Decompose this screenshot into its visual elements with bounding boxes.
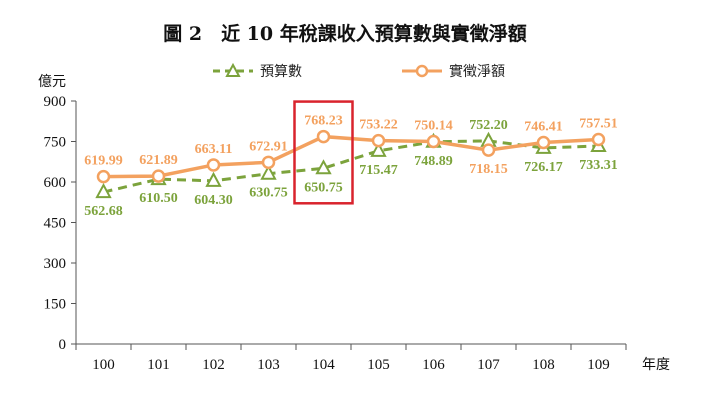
actual-data-label: 753.22 <box>359 118 398 133</box>
x-tick-label: 102 <box>202 357 225 373</box>
x-tick-label: 109 <box>587 357 610 373</box>
series-layer <box>95 129 607 199</box>
x-tick-label: 104 <box>312 357 335 373</box>
x-axis-ticks: 100 101 102 103 104 105 106 107 108 109 <box>75 344 627 373</box>
y-tick-label: 0 <box>59 337 67 353</box>
actual-data-label: 621.89 <box>139 153 178 168</box>
actual-data-label: 746.41 <box>524 119 563 134</box>
actual-data-label: 768.23 <box>304 114 343 129</box>
y-tick-label: 300 <box>44 256 67 272</box>
actual-data-label: 750.14 <box>414 118 453 133</box>
chart-title: 圖 2 近 10 年稅課收入預算數與實徵淨額 <box>163 22 527 45</box>
actual-data-label: 672.91 <box>249 139 288 154</box>
actual-point-marker <box>96 169 111 184</box>
budget-data-label: 650.75 <box>304 180 343 195</box>
legend-budget-triangle-icon <box>225 62 241 77</box>
y-axis-ticks: 0 150 300 450 600 750 900 <box>44 94 76 353</box>
actual-data-label: 619.99 <box>84 154 123 169</box>
budget-point-marker <box>370 141 387 157</box>
budget-data-label: 715.47 <box>359 163 398 178</box>
actual-point-marker <box>536 135 551 150</box>
actual-point-marker <box>206 158 221 172</box>
actual-point-marker <box>151 169 166 183</box>
actual-point-marker <box>481 143 496 157</box>
x-axis-unit: 年度 <box>642 357 670 373</box>
data-labels: 562.68 619.99 610.50 621.89 604.30 663.11 630.… <box>84 114 618 219</box>
y-tick-label: 450 <box>44 216 67 232</box>
x-tick-label: 106 <box>422 357 445 373</box>
highlight-box-104 <box>293 100 354 205</box>
x-tick-label: 108 <box>532 357 555 373</box>
y-tick-label: 750 <box>44 135 67 151</box>
legend-actual-circle-icon <box>415 64 429 78</box>
actual-data-label: 663.11 <box>195 142 233 157</box>
budget-data-label: 726.17 <box>524 160 563 175</box>
y-axis-unit: 億元 <box>38 74 66 90</box>
budget-point-marker <box>315 159 332 175</box>
x-tick-label: 107 <box>477 357 500 373</box>
legend-actual-label: 實徵淨額 <box>449 63 505 80</box>
x-tick-label: 105 <box>367 357 390 373</box>
y-tick-label: 600 <box>44 175 67 191</box>
x-tick-label: 100 <box>92 357 115 373</box>
legend: 預算數 實徵淨額 <box>213 62 505 80</box>
actual-point-marker <box>316 129 331 144</box>
actual-data-label: 757.51 <box>579 116 618 131</box>
budget-data-label: 604.30 <box>194 193 233 208</box>
budget-data-label: 752.20 <box>469 118 508 133</box>
series-line-actual <box>103 134 599 179</box>
actual-point-marker <box>261 155 276 170</box>
actual-data-label: 718.15 <box>469 162 508 177</box>
legend-budget-label: 預算數 <box>260 64 302 80</box>
budget-data-label: 733.31 <box>579 158 618 173</box>
budget-point-marker <box>205 171 222 187</box>
x-tick-label: 103 <box>257 357 280 373</box>
budget-data-label: 562.68 <box>84 204 123 219</box>
actual-point-marker <box>371 133 386 148</box>
actual-point-marker <box>591 132 606 147</box>
budget-point-marker <box>95 182 112 199</box>
budget-data-label: 630.75 <box>249 186 288 201</box>
y-tick-label: 150 <box>44 297 67 313</box>
x-tick-label: 101 <box>147 357 170 373</box>
budget-data-label: 748.89 <box>414 154 453 169</box>
actual-point-marker <box>426 134 441 149</box>
y-tick-label: 900 <box>44 94 67 110</box>
budget-data-label: 610.50 <box>139 191 178 206</box>
budget-point-marker <box>260 164 277 180</box>
